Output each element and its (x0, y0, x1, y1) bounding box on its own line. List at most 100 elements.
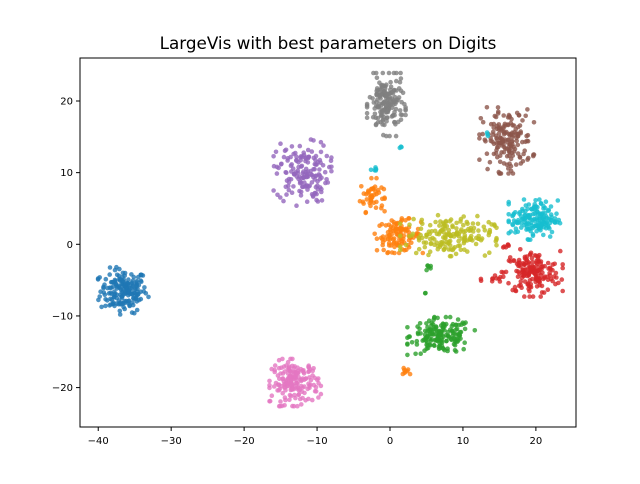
scatter-point (278, 399, 283, 404)
scatter-point (448, 253, 454, 259)
scatter-point (299, 383, 304, 389)
scatter-point (399, 218, 405, 223)
scatter-point (517, 262, 522, 268)
scatter-point (294, 203, 299, 208)
scatter-point (444, 338, 449, 344)
scatter-point (418, 226, 424, 231)
scatter-point (515, 124, 521, 130)
scatter-point (375, 97, 380, 102)
scatter-point (535, 268, 541, 273)
scatter-point (518, 225, 524, 230)
scatter-point (416, 246, 422, 252)
scatter-point (299, 402, 304, 407)
scatter-point (324, 153, 330, 159)
scatter-point (114, 272, 120, 278)
scatter-point (541, 276, 546, 282)
scatter-point (442, 226, 448, 231)
y-tick-label: −20 (52, 383, 73, 394)
scatter-point (403, 112, 408, 118)
scatter-point (311, 155, 317, 161)
scatter-point (527, 284, 533, 290)
scatter-point (311, 382, 317, 388)
scatter-point (513, 219, 518, 225)
scatter-point (117, 312, 123, 317)
scatter-point (438, 219, 443, 224)
scatter-point (281, 198, 286, 204)
scatter-point (299, 389, 305, 395)
scatter-point (291, 403, 297, 409)
scatter-point (107, 265, 113, 270)
scatter-point (374, 175, 379, 181)
scatter-point (429, 336, 435, 342)
scatter-point (406, 216, 412, 221)
scatter-point (383, 103, 389, 109)
scatter-point (364, 110, 370, 116)
x-tick-label: −30 (161, 436, 182, 447)
scatter-point (472, 328, 478, 333)
scatter-point (423, 240, 429, 245)
scatter-point (506, 218, 512, 224)
scatter-point (383, 91, 389, 97)
scatter-point (503, 269, 509, 275)
scatter-point (301, 369, 306, 375)
scatter-point (385, 108, 391, 114)
scatter-point (397, 221, 403, 227)
scatter-point (285, 371, 291, 376)
scatter-point (541, 206, 546, 211)
scatter-point (520, 206, 525, 212)
scatter-point (437, 223, 442, 228)
scatter-point (398, 70, 403, 76)
scatter-point (375, 187, 381, 193)
scatter-point (404, 368, 410, 374)
scatter-point (428, 342, 433, 348)
scatter-point (289, 190, 295, 195)
scatter-point (533, 277, 539, 282)
scatter-point (515, 151, 521, 156)
scatter-point (134, 292, 139, 297)
scatter-point (484, 105, 490, 110)
scatter-point (545, 260, 551, 266)
scatter-point (478, 116, 484, 121)
scatter-point (389, 89, 395, 95)
scatter-point (309, 172, 315, 178)
scatter-point (525, 107, 530, 112)
scatter-point (267, 398, 273, 404)
scatter-point (112, 267, 118, 273)
scatter-point (487, 159, 493, 165)
scatter-point (273, 149, 279, 155)
scatter-point (375, 120, 381, 125)
scatter-point (428, 241, 434, 247)
scatter-point (413, 250, 419, 256)
scatter-point (552, 216, 558, 221)
scatter-point (554, 211, 559, 216)
scatter-point (523, 267, 528, 272)
scatter-point (458, 216, 464, 222)
scatter-point (457, 243, 463, 248)
scatter-point (371, 70, 376, 76)
scatter-point (461, 229, 466, 235)
scatter-point (523, 113, 528, 119)
scatter-point (374, 199, 379, 205)
scatter-point (377, 80, 382, 85)
scatter-point (122, 306, 127, 312)
scatter-point (420, 221, 425, 227)
scatter-point (422, 244, 428, 250)
scatter-point (436, 344, 442, 350)
scatter-point (278, 371, 283, 376)
scatter-point (525, 206, 530, 212)
scatter-point (108, 302, 113, 307)
scatter-point (446, 247, 452, 252)
scatter-point (422, 348, 427, 354)
scatter-point (109, 291, 114, 297)
scatter-point (477, 132, 482, 137)
scatter-point (385, 250, 391, 255)
scatter-point (501, 113, 507, 118)
scatter-point (281, 154, 287, 160)
scatter-point (462, 326, 468, 332)
scatter-point (284, 192, 289, 197)
scatter-point (432, 242, 437, 247)
scatter-point (485, 166, 490, 172)
scatter-point (511, 211, 517, 216)
scatter-point (312, 161, 318, 167)
